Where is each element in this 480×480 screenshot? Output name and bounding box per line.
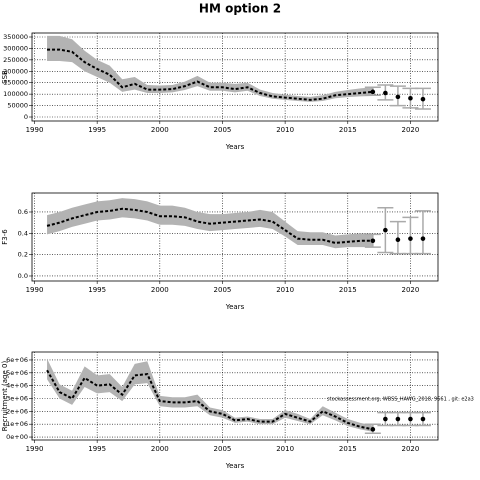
forecast-point xyxy=(370,427,376,432)
x-tick-label: 1990 xyxy=(26,445,44,453)
y-tick-label: 4e+06 xyxy=(6,382,28,390)
forecast-point xyxy=(420,96,426,102)
plot xyxy=(46,358,431,434)
y-tick-label: 2e+06 xyxy=(6,407,28,415)
y-tick-label: 1e+06 xyxy=(6,420,28,428)
x-tick-label: 2005 xyxy=(214,445,232,453)
y-tick-label: 0 xyxy=(24,113,28,121)
y-tick-label: 150000 xyxy=(3,79,28,87)
y-tick-label: 6e+06 xyxy=(6,356,28,364)
x-tick-label: 1995 xyxy=(88,126,106,134)
plot xyxy=(46,198,431,255)
x-tick-label: 2000 xyxy=(151,445,169,453)
chart-title: HM option 2 xyxy=(199,2,281,16)
forecast-point xyxy=(395,416,401,422)
plot-frame xyxy=(31,351,439,441)
x-tick-label: 2015 xyxy=(339,286,357,294)
panel: 1990 1995 2000 2005 2010 2015 2020 0e+00 1e+06 2e… xyxy=(1,351,474,470)
x-tick-label: 2015 xyxy=(339,445,357,453)
x-axis-label: Years xyxy=(225,303,245,311)
y-tick-label: 5e+06 xyxy=(6,369,28,377)
x-tick-label: 2020 xyxy=(402,126,420,134)
x-tick-label: 2005 xyxy=(214,126,232,134)
confidence-band xyxy=(47,35,373,102)
forecast-point xyxy=(408,416,413,422)
x-tick-label: 2005 xyxy=(214,286,232,294)
y-tick-label: 3e+06 xyxy=(6,395,28,403)
x-tick-label: 1990 xyxy=(26,286,44,294)
estimate-line xyxy=(46,369,374,431)
y-tick-label: 0.0 xyxy=(18,272,28,280)
y-tick-label: 0.2 xyxy=(18,251,28,259)
y-tick-label: 0e+00 xyxy=(6,433,28,441)
forecast-point xyxy=(383,227,388,233)
x-tick-label: 2000 xyxy=(151,126,169,134)
forecast-point xyxy=(408,236,413,241)
x-axis-label: Years xyxy=(225,462,245,470)
forecast-point xyxy=(383,416,388,422)
x-tick-label: 1990 xyxy=(26,126,44,134)
estimate-line xyxy=(46,207,373,244)
plot xyxy=(47,35,431,110)
x-tick-label: 2020 xyxy=(402,286,420,294)
y-tick-label: 0.4 xyxy=(18,229,28,237)
forecast-point xyxy=(370,89,376,95)
forecast-point xyxy=(420,416,426,422)
panel: 1990 1995 2000 2005 2010 2015 2020 0 50000 100000… xyxy=(1,32,439,151)
x-tick-label: 2010 xyxy=(276,445,294,453)
plot-frame xyxy=(31,32,439,122)
forecast-point xyxy=(370,238,376,244)
y-axis-label: F3-6 xyxy=(1,229,9,245)
confidence-band xyxy=(47,358,373,432)
plot-frame xyxy=(31,192,439,282)
x-tick-label: 2000 xyxy=(151,286,169,294)
x-tick-label: 2010 xyxy=(276,126,294,134)
y-tick-label: 350000 xyxy=(3,33,28,41)
forecast-point xyxy=(395,237,401,243)
y-tick-label: 100000 xyxy=(3,90,28,98)
y-tick-label: 50000 xyxy=(7,102,28,110)
y-axis-label: Recruitment (age 0) xyxy=(1,361,9,432)
y-axis-label: SSB xyxy=(1,70,9,84)
forecast-point xyxy=(383,90,388,96)
y-tick-label: 200000 xyxy=(3,67,28,75)
annotation: stockassessment.org, WBSS_HAWG_2018, 956… xyxy=(327,397,474,403)
forecast-point xyxy=(395,94,401,100)
estimate-line xyxy=(47,48,373,101)
y-tick-label: 0.6 xyxy=(18,208,28,216)
x-tick-label: 1995 xyxy=(88,445,106,453)
forecast-point xyxy=(408,95,413,101)
x-tick-label: 1995 xyxy=(88,286,106,294)
y-tick-label: 250000 xyxy=(3,56,28,64)
forecast-point xyxy=(420,236,426,241)
x-tick-label: 2010 xyxy=(276,286,294,294)
x-axis-label: Years xyxy=(225,143,245,151)
panel: 1990 1995 2000 2005 2010 2015 2020 0.0 0.2 0.4 0.6… xyxy=(1,192,439,311)
x-tick-label: 2020 xyxy=(402,445,420,453)
y-tick-label: 300000 xyxy=(3,44,28,52)
x-tick-label: 2015 xyxy=(339,126,357,134)
